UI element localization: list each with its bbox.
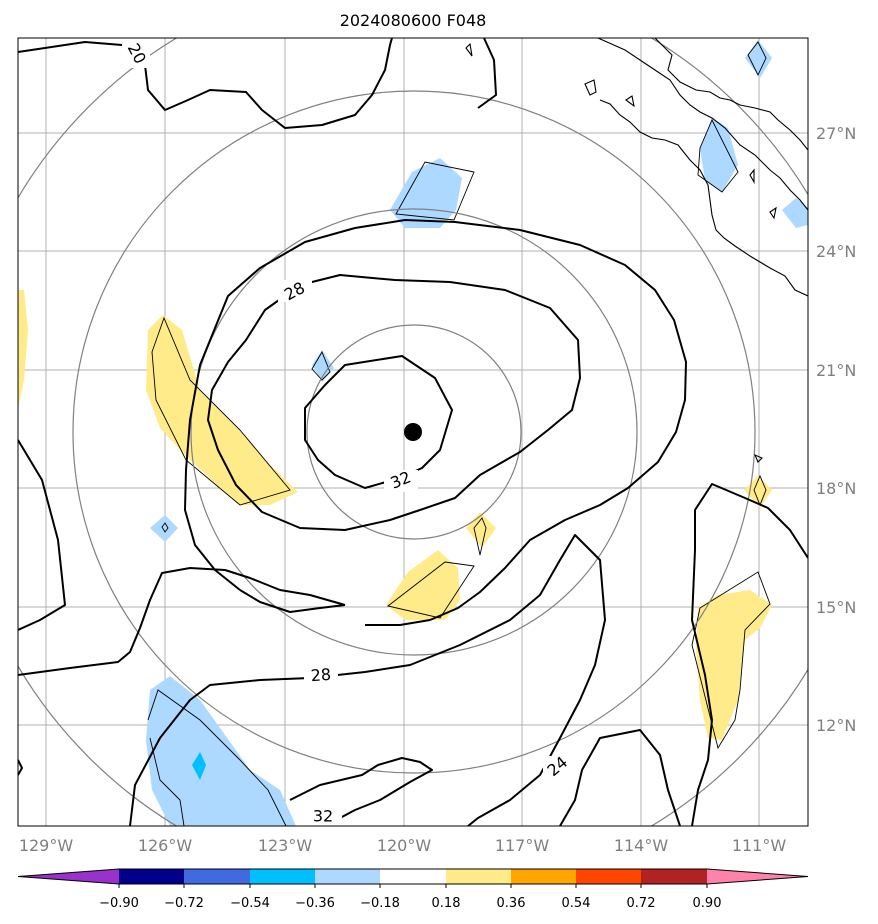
lon-label: 117°W [495,836,550,855]
contour-label: 28 [310,665,332,685]
contour-label: 32 [313,807,333,826]
colorbar-tick-label: 0.90 [693,896,722,911]
colorbar-tick-label: 0.72 [627,896,656,911]
colorbar-tick-label: −0.54 [230,896,270,911]
lat-label: 12°N [816,716,856,735]
colorbar: −0.90 −0.72 −0.54 −0.36 −0.18 0.18 0.36 … [17,868,809,911]
colorbar-segment [315,869,380,884]
lat-label: 27°N [816,124,856,143]
lat-label: 18°N [816,479,856,498]
colorbar-tick-label: 0.54 [562,896,591,911]
colorbar-segment [250,869,315,884]
colorbar-tick-label: −0.90 [99,896,139,911]
negative-anomaly-core [192,752,206,780]
lat-label: 24°N [816,242,856,261]
colorbar-segment [641,869,707,884]
range-rings [18,38,808,826]
lon-label: 129°W [19,836,74,855]
colorbar-tick-label: −0.36 [295,896,335,911]
storm-center-icon [404,423,422,441]
colorbar-tick-label: 0.36 [497,896,526,911]
colorbar-segment [119,869,184,884]
colorbar-segment [576,869,641,884]
anomaly-outlines [147,41,771,826]
colorbar-segment [511,869,576,884]
map-title: 2024080600 F048 [340,11,487,30]
coastline [465,38,808,463]
contour-label-backgrounds [122,40,573,826]
colorbar-segment [184,869,250,884]
colorbar-tick-label: −0.18 [360,896,400,911]
colorbar-extend-max [707,869,808,884]
colorbar-tick-label: −0.72 [164,896,204,911]
colorbar-segments [17,868,809,888]
lat-label: 21°N [816,361,856,380]
colorbar-extend-min [18,869,119,884]
colorbar-segment [380,869,446,884]
thick-contours [18,38,808,826]
latitude-labels: 27°N 24°N 21°N 18°N 15°N 12°N [816,124,856,735]
lon-label: 120°W [377,836,432,855]
longitude-labels: 129°W 126°W 123°W 120°W 117°W 114°W 111°… [19,836,787,855]
map-panel: 20 28 32 28 32 24 [17,37,809,827]
colorbar-segment [446,869,511,884]
lon-label: 126°W [138,836,193,855]
lon-label: 123°W [258,836,313,855]
colorbar-tick-label: 0.18 [432,896,461,911]
lon-label: 114°W [614,836,669,855]
colorbar-tick-labels: −0.90 −0.72 −0.54 −0.36 −0.18 0.18 0.36 … [99,896,721,911]
negative-anomaly-fills [146,40,808,826]
lat-label: 15°N [816,598,856,617]
lon-label: 111°W [732,836,787,855]
